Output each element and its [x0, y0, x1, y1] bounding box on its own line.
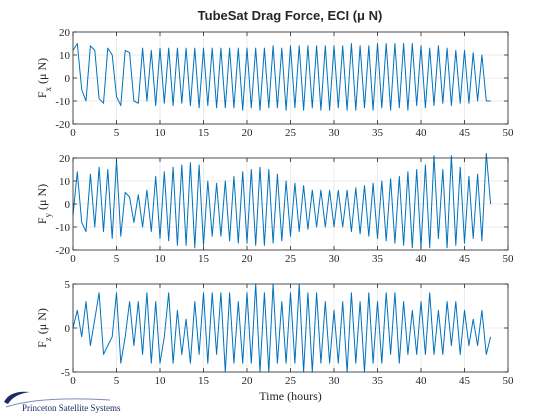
x-tick-label: 5: [114, 375, 120, 387]
y-tick-label: 5: [65, 279, 71, 291]
y-axis-label: Fy (μ N): [35, 184, 53, 224]
figure-title: TubeSat Drag Force, ECI (μ N): [198, 8, 383, 23]
x-tick-label: 20: [242, 375, 254, 387]
x-tick-label: 25: [285, 253, 297, 265]
x-tick-label: 20: [242, 127, 254, 139]
y-tick-label: -10: [55, 222, 70, 234]
y-label-unit: (μ N): [35, 58, 49, 87]
y-tick-label: 10: [59, 50, 71, 62]
x-tick-label: 50: [503, 127, 515, 139]
y-label-main: F: [35, 91, 49, 98]
x-tick-label: 0: [70, 127, 76, 139]
x-tick-label: 10: [155, 253, 167, 265]
x-tick-label: 30: [329, 253, 341, 265]
x-tick-label: 45: [459, 375, 471, 387]
logo-swoosh-icon: [4, 391, 30, 404]
x-tick-label: 10: [155, 127, 167, 139]
x-tick-label: 0: [70, 375, 76, 387]
y-tick-label: 20: [59, 153, 71, 165]
series-line: [72, 43, 491, 111]
y-label-sub: z: [43, 337, 53, 341]
series-line: [72, 283, 492, 373]
y-label-unit: (μ N): [35, 308, 49, 337]
x-tick-label: 45: [459, 253, 471, 265]
y-tick-label: -20: [55, 119, 70, 131]
x-tick-label: 25: [285, 127, 297, 139]
logo: Princeton Satellite Systems: [4, 391, 121, 413]
x-tick-label: 10: [155, 375, 167, 387]
y-axis-label: Fx (μ N): [35, 58, 53, 98]
y-tick-label: -5: [61, 367, 71, 379]
x-tick-label: 30: [329, 127, 341, 139]
subplot-1: 0 5 10 15 20 25 30 35 40 45 50 -20 -10 0 10 20 Fx (μ N): [35, 27, 514, 139]
logo-arc-icon: [5, 398, 111, 408]
y-axis-label: Fz (μ N): [35, 308, 53, 348]
x-tick-label: 5: [114, 127, 120, 139]
y-tick-label: 10: [59, 176, 71, 188]
x-tick-label: 40: [416, 253, 428, 265]
x-tick-label: 20: [242, 253, 254, 265]
x-tick-label: 30: [329, 375, 341, 387]
y-tick-label: -10: [55, 96, 70, 108]
x-tick-label: 50: [503, 375, 515, 387]
y-tick-label: 0: [65, 73, 71, 85]
y-label-main: F: [35, 217, 49, 224]
y-tick-label: 0: [65, 199, 71, 211]
y-tick-label: -20: [55, 245, 70, 257]
x-tick-label: 15: [198, 127, 210, 139]
x-tick-label: 5: [114, 253, 120, 265]
x-tick-label: 40: [416, 375, 428, 387]
logo-text: Princeton Satellite Systems: [22, 403, 121, 413]
x-tick-label: 50: [503, 253, 515, 265]
y-tick-label: 20: [59, 27, 71, 39]
x-tick-label: 25: [285, 375, 297, 387]
y-label-main: F: [35, 341, 49, 348]
subplot-2: 0 5 10 15 20 25 30 35 40 45 50 -20 -10 0 10 20 Fy (μ N): [35, 152, 515, 265]
x-tick-label: 45: [459, 127, 471, 139]
y-label-unit: (μ N): [35, 184, 49, 213]
x-tick-label: 15: [198, 375, 210, 387]
x-tick-label: 0: [70, 253, 76, 265]
y-tick-label: 0: [65, 323, 71, 335]
x-tick-label: 15: [198, 253, 210, 265]
x-tick-label: 40: [416, 127, 428, 139]
y-label-sub: y: [43, 212, 53, 217]
x-tick-label: 35: [372, 375, 384, 387]
x-axis-label: Time (hours): [259, 389, 322, 403]
x-tick-label: 35: [372, 253, 384, 265]
x-tick-label: 35: [372, 127, 384, 139]
y-label-sub: x: [43, 86, 53, 91]
